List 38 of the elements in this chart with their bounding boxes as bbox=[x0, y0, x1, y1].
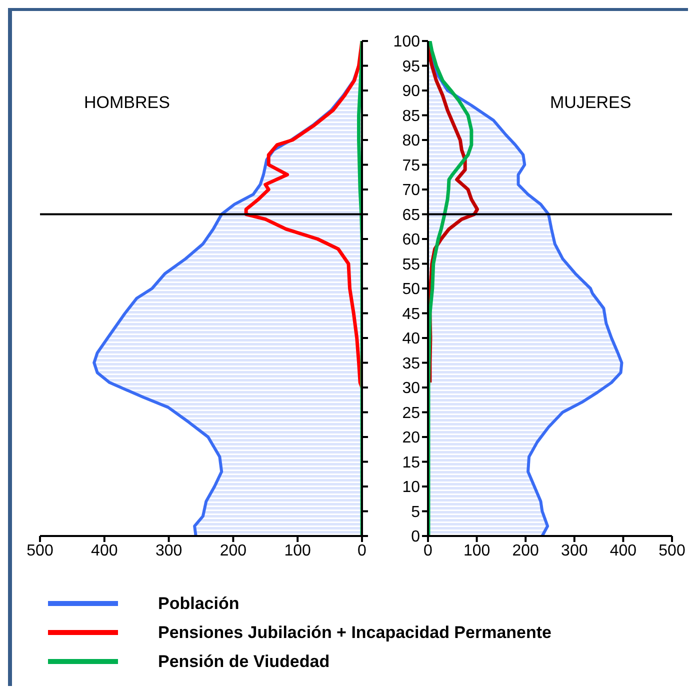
y-tick-label: 45 bbox=[402, 306, 420, 323]
y-tick-label: 35 bbox=[402, 355, 420, 372]
legend-label: Pensiones Jubilación + Incapacidad Permanente bbox=[158, 622, 552, 642]
x-tick-label: 0 bbox=[424, 542, 433, 560]
y-tick-label: 30 bbox=[402, 380, 420, 398]
y-tick-label: 5 bbox=[411, 504, 420, 521]
y-tick-label: 60 bbox=[402, 232, 420, 249]
x-tick-label: 300 bbox=[561, 542, 588, 560]
y-tick-label: 85 bbox=[402, 108, 420, 125]
x-tick-label: 300 bbox=[155, 542, 182, 560]
legend-label: Población bbox=[158, 594, 240, 614]
x-tick-label: 400 bbox=[610, 542, 637, 560]
y-tick-label: 25 bbox=[402, 404, 420, 422]
y-tick-label: 95 bbox=[402, 58, 420, 76]
x-tick-label: 500 bbox=[26, 542, 54, 560]
x-tick-label: 100 bbox=[284, 542, 312, 560]
x-tick-label: 200 bbox=[512, 542, 540, 560]
y-tick-label: 75 bbox=[402, 157, 420, 174]
y-tick-label: 10 bbox=[402, 479, 420, 496]
legend-label: Pensión de Viudedad bbox=[158, 652, 330, 672]
y-tick-label: 90 bbox=[402, 83, 420, 100]
x-tick-label: 200 bbox=[220, 542, 247, 560]
y-tick-label: 20 bbox=[402, 430, 420, 447]
y-tick-label: 70 bbox=[402, 182, 420, 200]
text: MUJERES bbox=[550, 93, 632, 113]
y-tick-label: 55 bbox=[402, 256, 420, 274]
y-tick-label: 50 bbox=[402, 281, 420, 298]
x-tick-label: 500 bbox=[658, 542, 686, 560]
y-tick-label: 15 bbox=[402, 454, 420, 472]
y-tick-label: 0 bbox=[411, 528, 420, 546]
x-tick-label: 400 bbox=[91, 542, 118, 560]
text: HOMBRES bbox=[84, 93, 170, 113]
y-tick-label: 100 bbox=[393, 34, 420, 51]
y-tick-label: 65 bbox=[402, 206, 420, 224]
y-tick-label: 40 bbox=[402, 330, 420, 348]
x-tick-label: 100 bbox=[463, 542, 490, 560]
x-tick-label: 0 bbox=[358, 542, 367, 560]
y-tick-label: 80 bbox=[402, 132, 420, 150]
